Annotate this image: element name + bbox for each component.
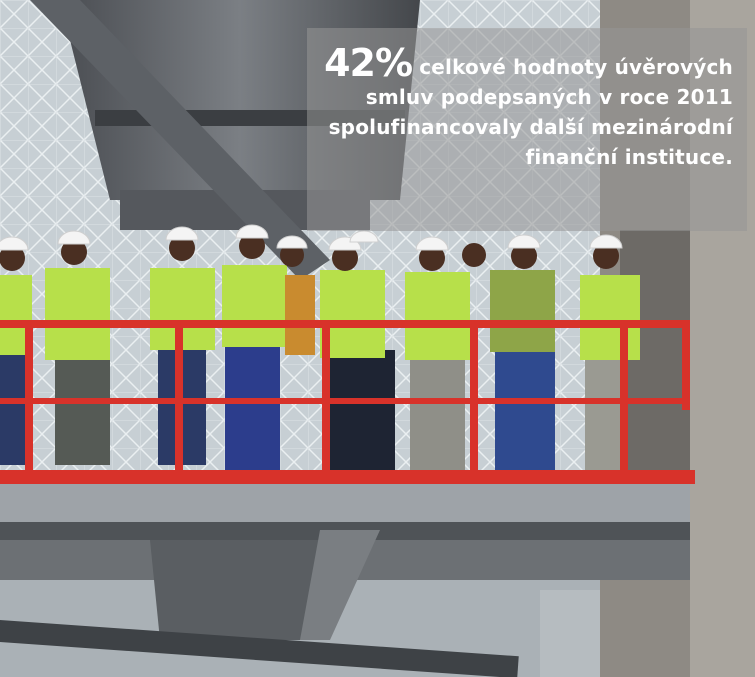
caption-highlight: 42% bbox=[324, 41, 413, 85]
red-railing bbox=[0, 320, 695, 510]
caption-box bbox=[307, 28, 747, 231]
caption-body: celkové hodnoty úvěrových smluv podepsan… bbox=[328, 55, 733, 169]
lower-structure bbox=[0, 530, 600, 677]
caption-text: 42% celkové hodnoty úvěrových smluv pode… bbox=[313, 44, 733, 172]
